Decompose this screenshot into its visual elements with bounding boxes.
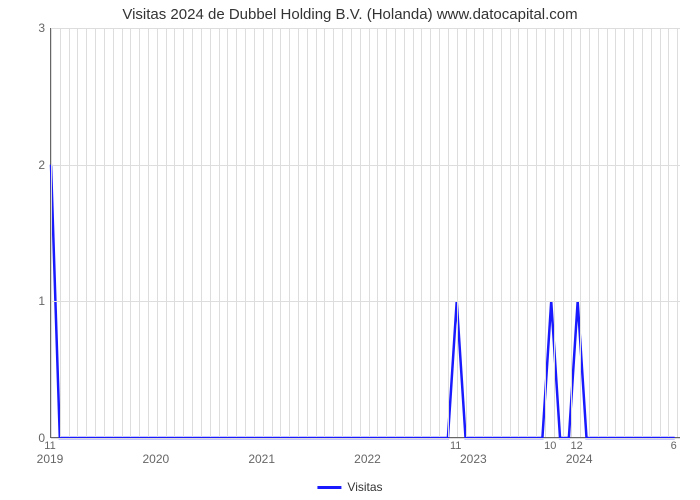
grid-line-h xyxy=(51,28,680,29)
grid-line-v xyxy=(395,28,396,437)
grid-line-v xyxy=(386,28,387,437)
x-year-label: 2024 xyxy=(566,452,593,466)
grid-line-v xyxy=(642,28,643,437)
grid-line-v xyxy=(474,28,475,437)
grid-line-v xyxy=(139,28,140,437)
grid-line-v xyxy=(466,28,467,437)
grid-line-v xyxy=(439,28,440,437)
grid-line-v xyxy=(351,28,352,437)
grid-line-v xyxy=(148,28,149,437)
grid-line-v xyxy=(157,28,158,437)
grid-line-v xyxy=(651,28,652,437)
grid-line-v xyxy=(104,28,105,437)
grid-line-v xyxy=(236,28,237,437)
grid-line-v xyxy=(563,28,564,437)
grid-line-v xyxy=(413,28,414,437)
grid-line-v xyxy=(254,28,255,437)
grid-line-v xyxy=(86,28,87,437)
grid-line-v xyxy=(60,28,61,437)
grid-line-v xyxy=(342,28,343,437)
chart-title: Visitas 2024 de Dubbel Holding B.V. (Hol… xyxy=(0,0,700,23)
grid-line-v xyxy=(51,28,52,437)
data-point-label: 11 xyxy=(44,440,55,452)
grid-line-v xyxy=(166,28,167,437)
grid-line-v xyxy=(333,28,334,437)
grid-line-v xyxy=(421,28,422,437)
grid-line-v xyxy=(307,28,308,437)
grid-line-v xyxy=(280,28,281,437)
grid-line-v xyxy=(95,28,96,437)
grid-line-v xyxy=(113,28,114,437)
grid-line-v xyxy=(404,28,405,437)
grid-line-v xyxy=(448,28,449,437)
grid-line-v xyxy=(377,28,378,437)
x-year-label: 2020 xyxy=(142,452,169,466)
x-year-label: 2023 xyxy=(460,452,487,466)
grid-line-v xyxy=(668,28,669,437)
grid-line-v xyxy=(607,28,608,437)
grid-line-v xyxy=(298,28,299,437)
grid-line-v xyxy=(77,28,78,437)
grid-line-v xyxy=(130,28,131,437)
grid-line-v xyxy=(369,28,370,437)
grid-line-v xyxy=(227,28,228,437)
grid-line-v xyxy=(536,28,537,437)
plot-area xyxy=(50,28,680,438)
legend-swatch xyxy=(317,486,341,489)
grid-line-v xyxy=(316,28,317,437)
grid-line-v xyxy=(272,28,273,437)
grid-line-v xyxy=(580,28,581,437)
grid-line-v xyxy=(210,28,211,437)
data-point-label: 6 xyxy=(671,440,677,452)
grid-line-v xyxy=(598,28,599,437)
data-point-label: 10 xyxy=(544,440,556,452)
grid-line-v xyxy=(660,28,661,437)
legend-label: Visitas xyxy=(347,480,382,494)
data-point-label: 11 xyxy=(450,440,461,452)
grid-line-v xyxy=(527,28,528,437)
grid-line-v xyxy=(69,28,70,437)
grid-line-v xyxy=(633,28,634,437)
grid-line-v xyxy=(615,28,616,437)
grid-line-v xyxy=(183,28,184,437)
grid-line-v xyxy=(589,28,590,437)
grid-line-h xyxy=(51,301,680,302)
grid-line-v xyxy=(289,28,290,437)
y-tick-label: 1 xyxy=(38,294,45,308)
grid-line-v xyxy=(245,28,246,437)
grid-line-v xyxy=(430,28,431,437)
line-series xyxy=(51,28,681,438)
grid-line-v xyxy=(510,28,511,437)
grid-line-v xyxy=(201,28,202,437)
data-point-label: 12 xyxy=(571,440,583,452)
grid-line-v xyxy=(483,28,484,437)
grid-line-v xyxy=(360,28,361,437)
grid-line-v xyxy=(677,28,678,437)
x-year-label: 2021 xyxy=(248,452,275,466)
grid-line-h xyxy=(51,438,680,439)
grid-line-v xyxy=(624,28,625,437)
grid-line-v xyxy=(545,28,546,437)
x-year-label: 2019 xyxy=(37,452,64,466)
legend: Visitas xyxy=(317,480,382,494)
grid-line-v xyxy=(501,28,502,437)
grid-line-v xyxy=(174,28,175,437)
grid-line-v xyxy=(571,28,572,437)
grid-line-v xyxy=(324,28,325,437)
grid-line-v xyxy=(192,28,193,437)
grid-line-v xyxy=(492,28,493,437)
grid-line-v xyxy=(263,28,264,437)
x-year-label: 2022 xyxy=(354,452,381,466)
grid-line-v xyxy=(518,28,519,437)
grid-line-v xyxy=(457,28,458,437)
chart-container: Visitas 2024 de Dubbel Holding B.V. (Hol… xyxy=(0,0,700,500)
y-tick-label: 3 xyxy=(38,21,45,35)
grid-line-v xyxy=(122,28,123,437)
grid-line-h xyxy=(51,165,680,166)
grid-line-v xyxy=(219,28,220,437)
y-tick-label: 2 xyxy=(38,158,45,172)
grid-line-v xyxy=(554,28,555,437)
